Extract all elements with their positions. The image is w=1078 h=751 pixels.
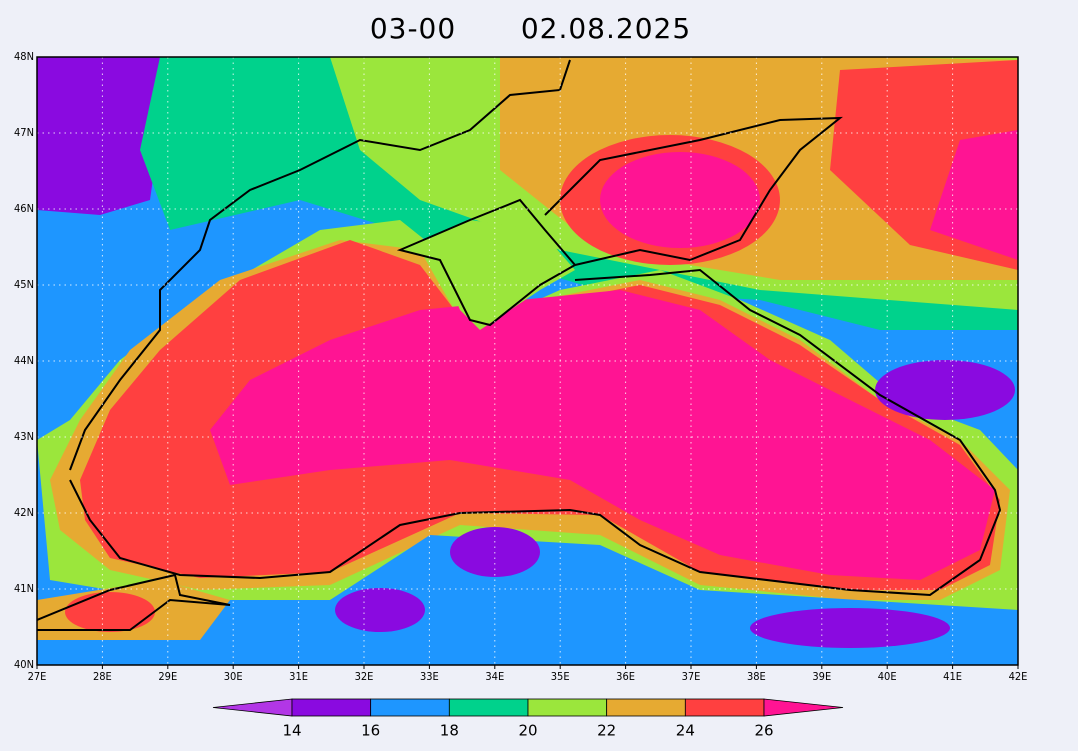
lon-label: 37E (682, 670, 701, 683)
lat-label: 44N (14, 354, 34, 367)
colorbar-swatch (370, 698, 450, 717)
lat-label: 46N (14, 202, 34, 215)
lon-label: 33E (420, 670, 439, 683)
lon-label: 38E (747, 670, 766, 683)
lat-label: 42N (14, 506, 34, 519)
colorbar-label: 20 (518, 722, 537, 740)
field-area (335, 588, 425, 632)
lon-label: 36E (616, 670, 635, 683)
colorbar-label: 24 (676, 722, 695, 740)
colorbar: 14 16 18 20 22 24 26 (212, 698, 844, 740)
lon-label: 42E (1009, 670, 1028, 683)
title-time: 03-00 (370, 12, 456, 45)
colorbar-swatch (291, 698, 372, 717)
lat-label: 43N (14, 430, 34, 443)
title-date: 02.08.2025 (521, 12, 691, 45)
field-area (210, 290, 995, 580)
field-area (875, 360, 1015, 420)
lon-label: 28E (93, 670, 112, 683)
colorbar-extend-high (763, 698, 844, 717)
field-area (65, 592, 155, 632)
lat-label: 47N (14, 126, 34, 139)
field-area (600, 152, 760, 248)
field-area (400, 220, 575, 330)
lon-label: 27E (28, 670, 47, 683)
field-area (37, 57, 170, 215)
lon-label: 34E (485, 670, 504, 683)
lon-label: 31E (289, 670, 308, 683)
lon-label: 32E (355, 670, 374, 683)
lon-label: 39E (812, 670, 831, 683)
field-area (750, 608, 950, 648)
colorbar-label: 18 (440, 722, 459, 740)
colorbar-label: 14 (282, 722, 301, 740)
lon-label: 29E (158, 670, 177, 683)
field-area (930, 130, 1018, 260)
lat-label: 40N (14, 658, 34, 671)
colorbar-label: 26 (754, 722, 773, 740)
colorbar-swatch (527, 698, 608, 717)
lon-label: 41E (943, 670, 962, 683)
colorbar-label: 22 (597, 722, 616, 740)
colorbar-swatch (606, 698, 686, 717)
lon-label: 30E (224, 670, 243, 683)
lon-label: 35E (551, 670, 570, 683)
colorbar-swatch (684, 698, 765, 717)
lat-label: 48N (14, 50, 34, 63)
colorbar-extend-low (212, 698, 293, 717)
lat-label: 45N (14, 278, 34, 291)
plot-frame (36, 56, 1019, 666)
lat-label: 41N (14, 582, 34, 595)
grid: 27E 28E 29E 30E 31E 32E 33E 34E 35E 36E 37E 38E 39E 4… (14, 50, 1027, 683)
colorbar-label: 16 (361, 722, 380, 740)
field (37, 57, 1018, 665)
coastline (37, 59, 1002, 631)
lon-label: 40E (878, 670, 897, 683)
colorbar-swatch (448, 698, 529, 717)
